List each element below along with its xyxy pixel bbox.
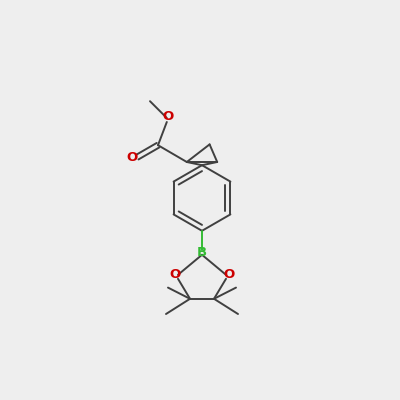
Text: B: B xyxy=(197,246,207,259)
Text: O: O xyxy=(126,152,137,164)
Text: O: O xyxy=(162,110,173,123)
Text: O: O xyxy=(169,268,180,280)
Text: O: O xyxy=(224,268,235,280)
